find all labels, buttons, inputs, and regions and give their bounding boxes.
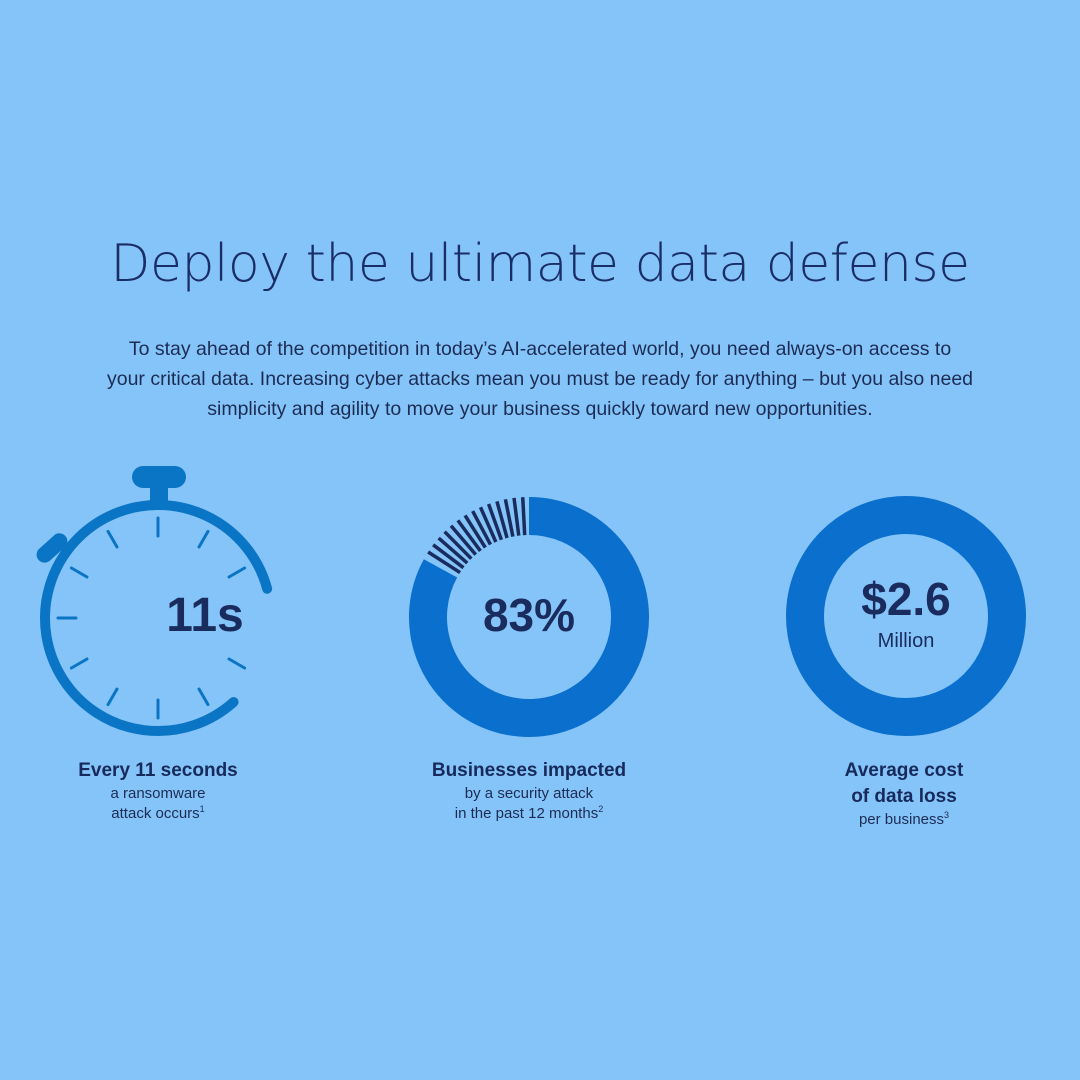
stopwatch-tick bbox=[227, 566, 247, 579]
stopwatch-tick bbox=[106, 687, 119, 707]
stat-headline: Every 11 seconds bbox=[78, 760, 238, 781]
stat-detail: per business bbox=[858, 811, 945, 828]
donut-gauge: 83% bbox=[389, 460, 669, 740]
donut-hatch-line bbox=[427, 550, 462, 575]
stat-value: 83% bbox=[482, 589, 576, 641]
stopwatch-tick bbox=[69, 566, 89, 579]
stat-label-data-loss: Average cost of data loss per business3 bbox=[754, 758, 1054, 830]
page-title: Deploy the ultimate data defense bbox=[110, 234, 970, 294]
donut-hatch-line bbox=[449, 524, 478, 556]
stat-detail: in the past 12 months bbox=[454, 805, 599, 822]
donut-hatch-line bbox=[432, 543, 465, 570]
donut-hatch-line bbox=[456, 519, 482, 552]
footnote-marker: 2 bbox=[598, 804, 604, 814]
stat-detail: by a security attack bbox=[464, 785, 594, 802]
stat-detail-footnoted: per business3 bbox=[754, 810, 1054, 830]
stat-headline: Businesses impacted bbox=[431, 760, 627, 781]
stat-detail: a ransomware bbox=[110, 785, 206, 802]
stat-detail: attack occurs bbox=[111, 805, 200, 822]
stat-label-ransomware: Every 11 seconds a ransomware attack occ… bbox=[8, 758, 308, 824]
donut-hatch-line bbox=[495, 500, 509, 539]
intro-line: To stay ahead of the competition in toda… bbox=[128, 338, 952, 360]
stat-value: $2.6 bbox=[861, 573, 951, 625]
donut-hatch-line bbox=[503, 498, 515, 537]
donut-hatch-line bbox=[443, 530, 473, 560]
donut-hatch-line bbox=[437, 536, 469, 565]
stopwatch-tick bbox=[227, 657, 247, 670]
stopwatch-tick bbox=[197, 529, 210, 549]
stat-label-businesses: Businesses impacted by a security attack… bbox=[379, 758, 679, 824]
intro-paragraph: To stay ahead of the competition in toda… bbox=[40, 334, 1040, 424]
stat-unit: Million bbox=[877, 630, 935, 652]
stat-detail-footnoted: in the past 12 months2 bbox=[379, 804, 679, 824]
donut-hatch-line bbox=[478, 506, 498, 543]
stopwatch-icon: 11s bbox=[20, 460, 300, 740]
stat-detail-footnoted: attack occurs1 bbox=[8, 804, 308, 824]
donut-hatch-line bbox=[512, 497, 521, 536]
intro-line: simplicity and agility to move your busi… bbox=[207, 398, 873, 420]
donut-hatch-line bbox=[463, 514, 487, 549]
stopwatch-tick bbox=[197, 687, 210, 707]
footnote-marker: 3 bbox=[944, 810, 950, 820]
stat-headline: of data loss bbox=[851, 786, 957, 807]
ring-gauge: $2.6 Million bbox=[766, 460, 1046, 740]
stopwatch-tick bbox=[69, 657, 89, 670]
donut-hatch-line bbox=[520, 497, 527, 536]
stat-headline: Average cost bbox=[844, 760, 964, 781]
stat-value: 11s bbox=[166, 589, 244, 642]
footnote-marker: 1 bbox=[199, 804, 205, 814]
donut-hatch-line bbox=[471, 510, 493, 546]
stopwatch-tick bbox=[106, 529, 119, 549]
donut-hatch-line bbox=[486, 503, 504, 541]
intro-line: your critical data. Increasing cyber att… bbox=[106, 368, 974, 390]
